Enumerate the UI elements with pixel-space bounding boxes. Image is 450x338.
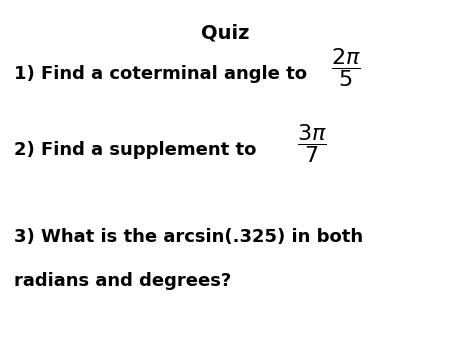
Text: radians and degrees?: radians and degrees? (14, 271, 231, 290)
Text: Quiz: Quiz (201, 24, 249, 43)
Text: $\dfrac{3\pi}{7}$: $\dfrac{3\pi}{7}$ (297, 122, 327, 165)
Text: 3) What is the arcsin(.325) in both: 3) What is the arcsin(.325) in both (14, 227, 363, 246)
Text: 1) Find a coterminal angle to: 1) Find a coterminal angle to (14, 65, 313, 83)
Text: $\dfrac{2\pi}{5}$: $\dfrac{2\pi}{5}$ (331, 46, 360, 89)
Text: 2) Find a supplement to: 2) Find a supplement to (14, 141, 262, 160)
